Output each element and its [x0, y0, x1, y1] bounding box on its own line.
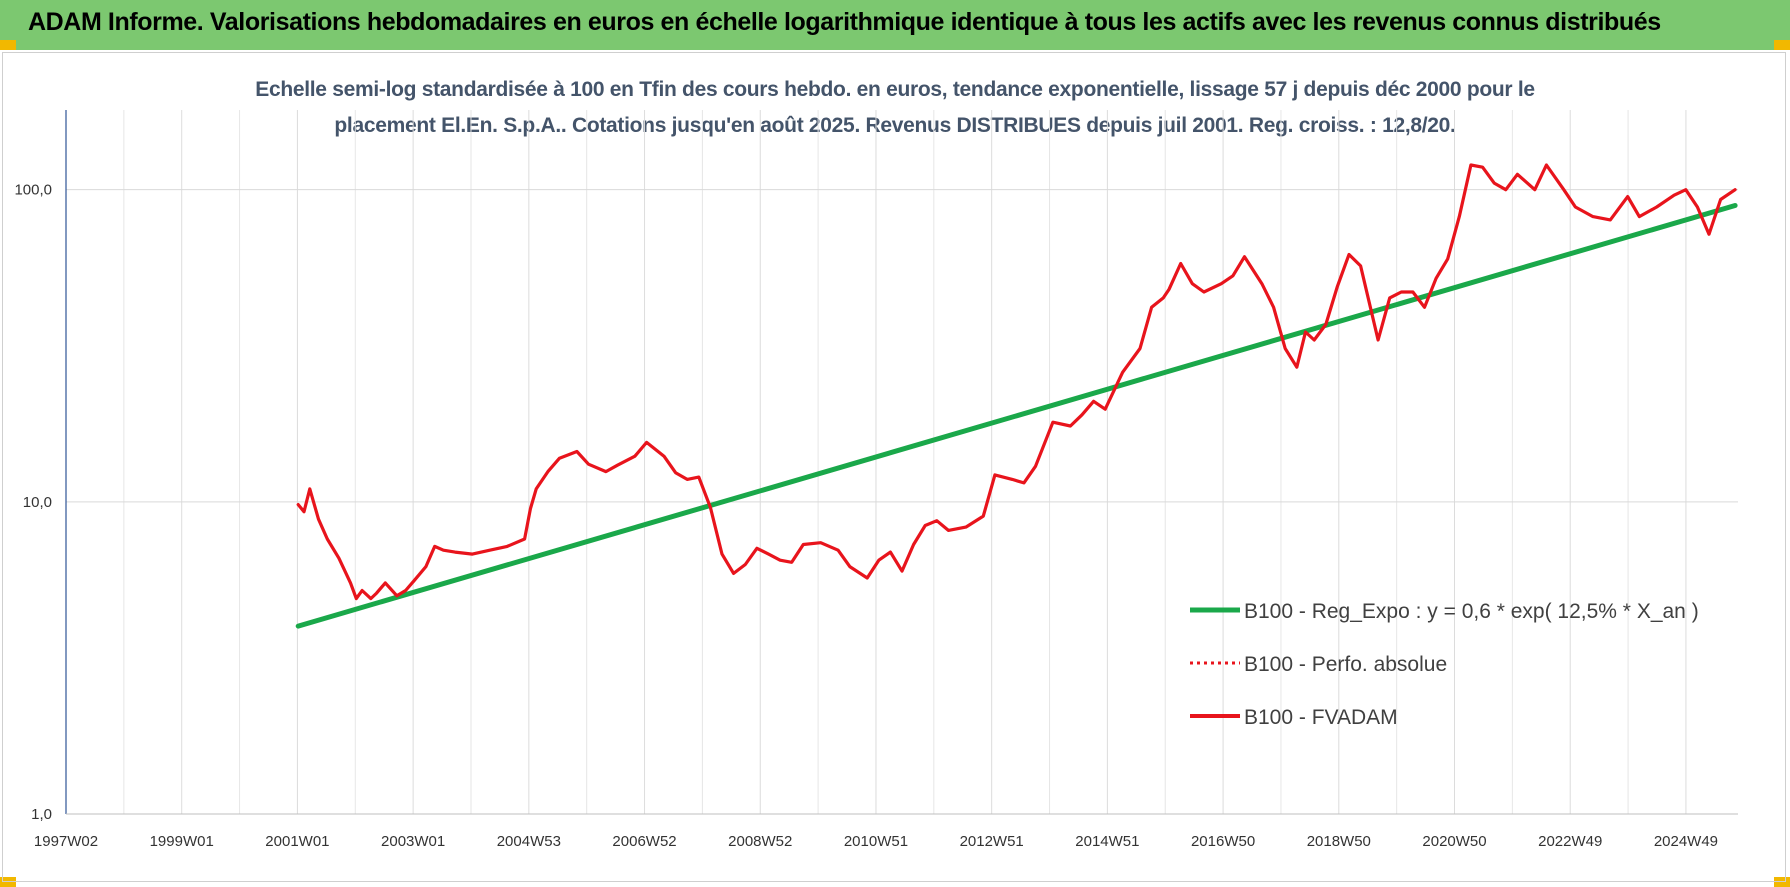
x-tick-label: 2010W51	[844, 833, 908, 850]
trend-line	[295, 203, 1738, 629]
x-tick-label: 1999W01	[150, 833, 214, 850]
bottom-left-corner-marker	[0, 877, 16, 887]
y-tick-label: 1,0	[31, 806, 52, 823]
x-tick-label: 2004W53	[497, 833, 561, 850]
price-line	[296, 163, 1737, 601]
legend-label: B100 - FVADAM	[1244, 706, 1398, 729]
y-tick-label: 100,0	[14, 182, 52, 199]
y-tick-label: 10,0	[23, 494, 52, 511]
x-tick-label: 2006W52	[612, 833, 676, 850]
x-tick-label: 1997W02	[34, 833, 98, 850]
chart-title-line-1: Echelle semi-log standardisée à 100 en T…	[255, 78, 1535, 101]
x-tick-label: 2014W51	[1075, 833, 1139, 850]
x-tick-label: 2024W49	[1654, 833, 1718, 850]
x-tick-label: 2001W01	[265, 833, 329, 850]
legend-label: B100 - Reg_Expo : y = 0,6 * exp( 12,5% *…	[1244, 600, 1699, 623]
right-corner-marker	[1774, 40, 1790, 50]
legend-label: B100 - Perfo. absolue	[1244, 653, 1447, 676]
x-tick-label: 2012W51	[960, 833, 1024, 850]
left-corner-marker	[0, 40, 16, 50]
title-banner: ADAM Informe. Valorisations hebdomadaire…	[0, 0, 1790, 50]
x-tick-label: 2022W49	[1538, 833, 1602, 850]
x-tick-label: 2018W50	[1307, 833, 1371, 850]
chart-title-line-2: placement El.En. S.p.A.. Cotations jusqu…	[334, 114, 1456, 137]
banner-title: ADAM Informe. Valorisations hebdomadaire…	[28, 8, 1661, 36]
x-tick-label: 2020W50	[1422, 833, 1486, 850]
bottom-right-corner-marker	[1774, 877, 1790, 887]
chart-frame	[2, 52, 1786, 882]
x-tick-label: 2016W50	[1191, 833, 1255, 850]
chart-title: Echelle semi-log standardisée à 100 en T…	[0, 72, 1790, 144]
x-tick-label: 2008W52	[728, 833, 792, 850]
x-tick-label: 2003W01	[381, 833, 445, 850]
